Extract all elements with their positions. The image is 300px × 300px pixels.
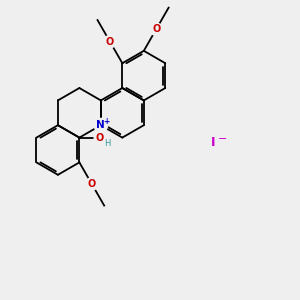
Text: I: I: [211, 136, 216, 149]
Circle shape: [85, 178, 98, 190]
Text: O: O: [106, 37, 114, 46]
Text: O: O: [88, 179, 96, 189]
Text: N: N: [95, 120, 104, 130]
Text: +: +: [103, 117, 110, 126]
Circle shape: [94, 131, 108, 144]
Circle shape: [150, 23, 162, 35]
Circle shape: [104, 35, 116, 48]
Text: O: O: [96, 133, 104, 142]
Text: O: O: [152, 24, 160, 34]
Text: H: H: [105, 139, 111, 148]
Text: −: −: [218, 134, 227, 143]
Circle shape: [94, 118, 108, 132]
